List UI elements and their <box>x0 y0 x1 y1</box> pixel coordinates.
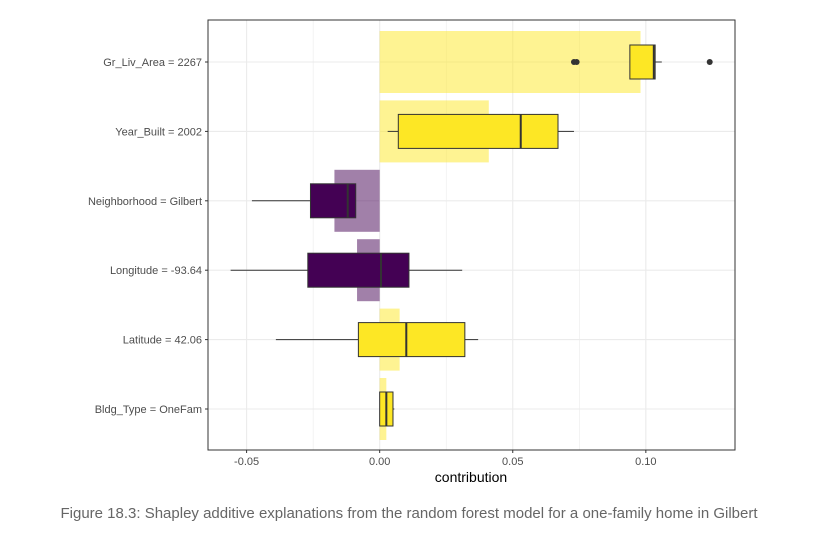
shap-chart: Gr_Liv_Area = 2267 Year_Built = 2002 Neigh… <box>88 19 736 485</box>
y-axis: Gr_Liv_Area = 2267 Year_Built = 2002 Neigh… <box>88 57 208 416</box>
box-iqr <box>357 322 466 358</box>
x-tick-label: 0.00 <box>369 456 390 468</box>
y-tick-label: Longitude = -93.64 <box>110 265 202 277</box>
y-tick-label: Neighborhood = Gilbert <box>88 196 202 208</box>
x-tick-label: 0.10 <box>635 456 656 468</box>
outlier-point <box>706 59 713 65</box>
boxplots <box>230 44 713 427</box>
box-iqr <box>307 252 410 288</box>
x-axis: -0.05 0.00 0.05 0.10 <box>234 450 657 468</box>
panel-border <box>207 19 736 451</box>
box-iqr <box>629 44 656 80</box>
mean-bar <box>379 31 641 93</box>
y-tick-label: Latitude = 42.06 <box>123 335 202 347</box>
box-iqr <box>397 113 559 149</box>
x-axis-title: contribution <box>435 469 507 485</box>
x-tick-label: 0.05 <box>502 456 523 468</box>
y-tick-label: Gr_Liv_Area = 2267 <box>103 57 202 69</box>
x-tick-label: -0.05 <box>234 456 259 468</box>
y-tick-label: Year_Built = 2002 <box>115 126 202 138</box>
outlier-point <box>573 59 580 65</box>
y-tick-label: Bldg_Type = OneFam <box>95 404 202 416</box>
box-iqr <box>309 183 357 219</box>
figure-caption: Figure 18.3: Shapley additive explanatio… <box>60 505 758 522</box>
